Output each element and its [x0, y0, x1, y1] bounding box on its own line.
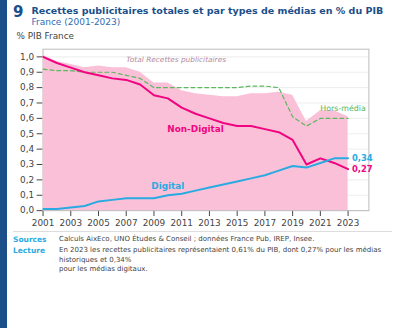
svg-text:2019: 2019 — [281, 217, 304, 227]
html-text:Calculs AixEco, UNO Études & C: Calculs AixEco, UNO Études & Conseil ; d… — [59, 235, 315, 244]
svg-text:2023: 2023 — [337, 217, 360, 227]
svg-text:0,34: 0,34 — [352, 153, 373, 163]
svg-text:% PIB France: % PIB France — [16, 30, 74, 40]
svg-text:0,2: 0,2 — [20, 174, 34, 184]
svg-text:2003: 2003 — [59, 217, 82, 227]
html-text:9: 9 — [13, 3, 24, 21]
svg-text:0,0: 0,0 — [20, 205, 34, 215]
svg-text:0,6: 0,6 — [20, 113, 34, 123]
svg-text:2007: 2007 — [115, 217, 138, 227]
svg-text:0,3: 0,3 — [20, 159, 34, 169]
svg-text:2011: 2011 — [170, 217, 193, 227]
svg-text:0,7: 0,7 — [20, 97, 34, 107]
svg-text:Non-Digital: Non-Digital — [167, 124, 224, 134]
html-text:Recettes publicitaires totales: Recettes publicitaires totales et par ty… — [31, 5, 384, 16]
svg-text:0,9: 0,9 — [20, 67, 34, 77]
svg-text:2005: 2005 — [87, 217, 110, 227]
svg-text:2001: 2001 — [32, 217, 55, 227]
svg-text:2021: 2021 — [309, 217, 332, 227]
svg-text:0,4: 0,4 — [20, 144, 34, 154]
html-text:En 2023 les recettes publicita: En 2023 les recettes publicitaires repré… — [59, 246, 382, 273]
svg-text:0,27: 0,27 — [352, 163, 373, 173]
html-text:Sources: Sources — [13, 235, 47, 245]
svg-text:2015: 2015 — [226, 217, 249, 227]
html-text:France (2001-2023): France (2001-2023) — [31, 16, 121, 27]
svg-text:0,8: 0,8 — [20, 82, 34, 92]
svg-text:Hors-média: Hors-média — [320, 104, 366, 113]
svg-text:Total Recettes publicitaires: Total Recettes publicitaires — [126, 55, 226, 64]
svg-text:Digital: Digital — [151, 181, 184, 191]
svg-text:1,0: 1,0 — [20, 51, 34, 61]
svg-text:2017: 2017 — [254, 217, 277, 227]
svg-text:0,5: 0,5 — [20, 128, 34, 138]
html-text:Lecture: Lecture — [13, 246, 45, 256]
svg-text:2009: 2009 — [143, 217, 166, 227]
svg-text:0,1: 0,1 — [20, 190, 34, 200]
svg-text:2013: 2013 — [198, 217, 221, 227]
